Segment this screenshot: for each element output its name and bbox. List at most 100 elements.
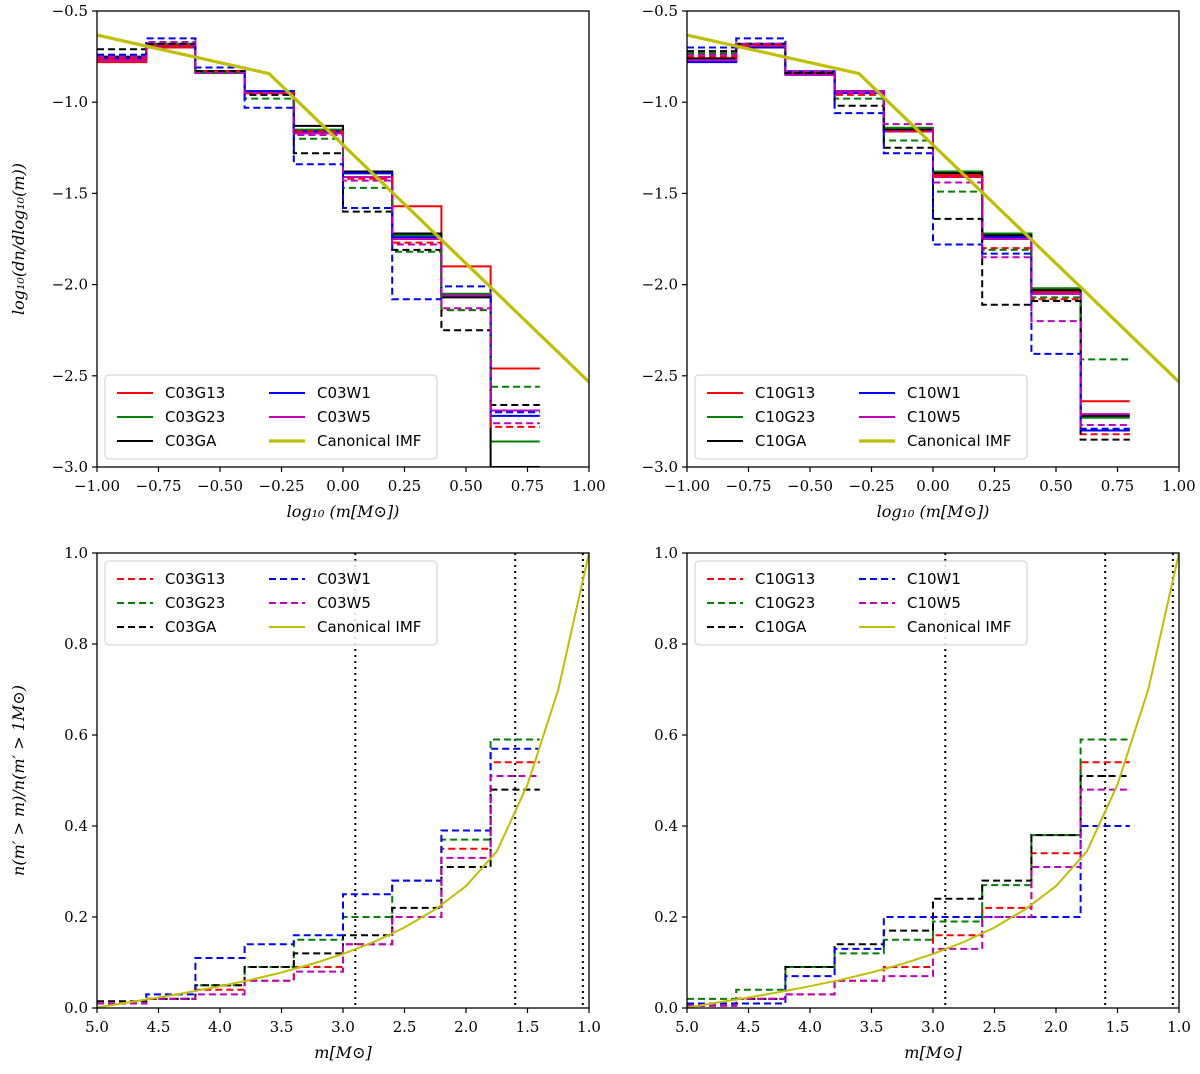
x-tick-label: −0.25 [849,477,895,495]
x-tick-label: 2.5 [983,1018,1007,1036]
x-tick-label: 1.00 [1162,477,1195,495]
legend-label: C10W1 [907,570,961,588]
x-tick-label: 0.75 [511,477,544,495]
series-canonical-imf [97,553,589,1008]
y-tick-label: 1.0 [654,544,678,562]
legend: C03G13 C03G23 C03GA C03W1 C03W5 Canonical IMF [104,374,438,460]
series-c10w1-dashed [687,37,1130,430]
plot-area [687,553,1179,1008]
x-tick-label: −0.75 [726,477,772,495]
x-tick-label: 0.25 [388,477,421,495]
legend-label: C03G13 [165,570,225,588]
x-tick-label: 0.75 [1101,477,1134,495]
series-c03g23-dashed [97,42,540,388]
series-c03g23 [97,738,540,1005]
y-tick-label: −1.0 [642,93,678,111]
plot-area [687,33,1179,441]
series-canonical-imf [687,553,1179,1008]
series-c10w5-dashed [687,42,1130,426]
series-c10ga-dashed [687,42,1130,441]
y-tick-label: 0.6 [64,726,88,744]
series-c03w1 [97,44,540,417]
panel-bottom-left: 5.0 4.5 4.0 3.5 3.0 2.5 2.0 1.5 1.0 0.0 0.2 0.4 0.6 0… [9,544,601,1062]
x-tick-label: 0.50 [1039,477,1072,495]
y-tick-label: 0.4 [654,817,678,835]
y-tick-label: 0.8 [654,635,678,653]
y-tick-label: 0.6 [654,726,678,744]
x-tick-label: 2.0 [454,1018,478,1036]
x-tick-label: −1.00 [74,477,120,495]
y-tick-label: 0.0 [654,999,678,1017]
legend-label: C03W5 [317,408,371,426]
y-tick-label: −1.0 [52,93,88,111]
x-tick-label: 3.0 [921,1018,945,1036]
x-axis-label: m[M⊙] [314,1043,372,1062]
y-tick-label: −3.0 [642,458,678,476]
x-tick-label: 0.50 [449,477,482,495]
series-canonical-imf [687,33,1179,384]
y-axis-label: n(m′ > m)/n(m′ > 1M⊙) [9,685,28,876]
series-c03ga-dashed [97,42,540,406]
series-c10g13-dashed [687,44,1130,436]
series-c10w5 [687,44,1130,416]
x-tick-label: 1.5 [1106,1018,1130,1036]
x-tick-label: 3.5 [270,1018,294,1036]
y-tick-label: 0.0 [64,999,88,1017]
plot-area [97,33,589,467]
legend-label: C03GA [165,432,217,450]
series-c10w1 [687,46,1130,432]
series-c03g13 [97,46,540,370]
series-c03w5-dashed [97,41,540,425]
x-tick-label: 1.5 [516,1018,540,1036]
y-tick-label: −2.0 [52,276,88,294]
legend-label: C10W5 [907,594,961,612]
series-c03w5 [97,44,540,412]
x-tick-label: 1.00 [572,477,605,495]
x-tick-label: 4.5 [737,1018,761,1036]
series-c03w1-dashed [97,37,540,414]
x-tick-label: 4.0 [798,1018,822,1036]
y-tick-label: −2.5 [642,367,678,385]
x-tick-label: 1.0 [577,1018,601,1036]
y-tick-label: −3.0 [52,458,88,476]
legend-label: C10G13 [755,384,815,402]
x-axis-label: m[M⊙] [904,1043,962,1062]
y-tick-label: −2.0 [642,276,678,294]
series-c10g13 [687,761,1130,1007]
x-tick-label: −0.50 [787,477,833,495]
legend: C10G13 C10G23 C10GA C10W1 C10W5 Canonical IMF [694,374,1028,460]
x-tick-label: −0.75 [136,477,182,495]
y-tick-label: 0.2 [654,908,678,926]
panel-top-left: −1.00 −0.75 −0.50 −0.25 0.00 0.25 0.50 0.75 1.00… [9,2,606,521]
y-axis-label: log₁₀(dn/dlog₁₀(m)) [9,163,28,315]
series-c03ga [97,788,540,1003]
legend-label: Canonical IMF [317,432,421,450]
x-tick-label: 0.25 [978,477,1011,495]
series-c10w5 [687,788,1130,1007]
legend-label: C10GA [755,432,807,450]
legend-label: C10G23 [755,594,815,612]
series-c10g13 [687,44,1130,403]
y-tick-label: −0.5 [52,2,88,20]
y-tick-label: 0.4 [64,817,88,835]
x-tick-label: 1.0 [1167,1018,1191,1036]
legend-label: C10G13 [755,570,815,588]
y-tick-label: −1.5 [52,184,88,202]
x-axis-label: log₁₀ (m[M⊙]) [877,502,990,521]
legend-label: C03G13 [165,384,225,402]
legend-label: C03W1 [317,384,371,402]
x-tick-label: 0.00 [326,477,359,495]
panel-bottom-right: 5.0 4.5 4.0 3.5 3.0 2.5 2.0 1.5 1.0 0.0 0.2 0.4 0.6 0… [654,544,1191,1062]
y-tick-label: 1.0 [64,544,88,562]
y-tick-label: 0.8 [64,635,88,653]
legend: C10G13 C10G23 C10GA C10W1 C10W5 Canonical IMF [694,560,1028,646]
x-tick-label: 3.0 [331,1018,355,1036]
x-tick-label: 4.0 [208,1018,232,1036]
plot-area [97,553,589,1008]
series-c10g23-dashed [687,42,1130,361]
y-tick-label: −0.5 [642,2,678,20]
y-tick-label: 0.2 [64,908,88,926]
x-tick-label: 2.0 [1044,1018,1068,1036]
series-c03g13 [97,761,540,1005]
